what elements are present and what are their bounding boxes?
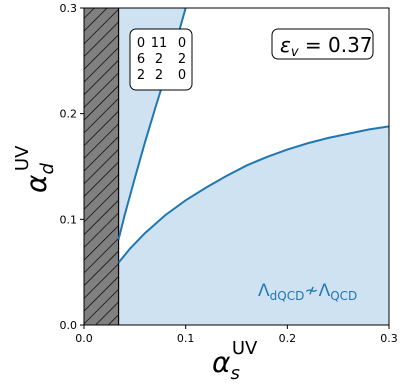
matrix-cell: 0 (178, 68, 186, 83)
x-tick-label: 0.2 (279, 332, 297, 345)
matrix-cell: 2 (155, 52, 163, 67)
matrix-cell: 0 (178, 36, 186, 51)
matrix-cell: 2 (178, 52, 186, 67)
epsilon-annotation: εv = 0.37 (271, 28, 374, 60)
x-tick-label: 0.3 (380, 332, 398, 345)
epsilon-label: εv = 0.37 (280, 33, 373, 60)
excluded-hatched-region (84, 8, 119, 325)
matrix-cell: 11 (151, 36, 168, 51)
y-tick-label: 0.3 (60, 2, 78, 15)
x-axis-label: αsUV (212, 338, 258, 384)
x-tick-label: 0.1 (177, 332, 195, 345)
y-tick-label: 0.2 (60, 108, 78, 121)
shaded-region-lower (118, 126, 389, 325)
y-tick-label: 0.1 (60, 213, 78, 226)
x-axis: 0.0 0.1 0.2 0.3 (75, 325, 398, 345)
matrix-cell: 2 (137, 68, 145, 83)
matrix-cell: 6 (137, 52, 145, 67)
matrix-cell: 2 (155, 68, 163, 83)
boundary-curve-lower (117, 125, 389, 264)
matrix-annotation: 0 11 06 2 22 2 0 (129, 28, 193, 91)
plot-content (84, 8, 389, 325)
y-axis-label: αdUV (12, 145, 58, 193)
x-tick-label: 0.0 (75, 332, 93, 345)
region-label: ΛdQCD≁ΛQCD (258, 281, 357, 303)
y-tick-label: 0.0 (60, 319, 78, 332)
plot-frame (83, 7, 390, 326)
matrix-cell: 0 (137, 36, 145, 51)
y-axis: 0.0 0.1 0.2 0.3 (60, 2, 84, 332)
